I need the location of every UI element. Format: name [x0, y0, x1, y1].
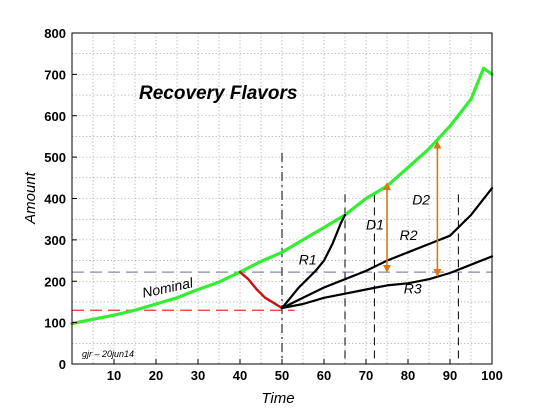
y-tick-label: 400	[44, 192, 66, 207]
credit-text: gjr – 20jun14	[82, 349, 134, 359]
y-axis-title: Amount	[22, 171, 39, 225]
y-tick-label: 200	[44, 274, 66, 289]
series-line-nominal	[70, 66, 494, 326]
y-tick-label: 300	[44, 233, 66, 248]
x-tick-label: 50	[275, 368, 289, 383]
x-tick-label: 20	[149, 368, 163, 383]
x-tick-label: 70	[359, 368, 373, 383]
x-tick-label: 100	[481, 368, 503, 383]
y-tick-label: 500	[44, 150, 66, 165]
x-tick-label: 10	[107, 368, 121, 383]
x-tick-label: 80	[401, 368, 415, 383]
x-axis-title: Time	[261, 390, 294, 407]
annotation-r2: R2	[400, 227, 418, 243]
y-tick-label: 0	[59, 357, 66, 372]
x-tick-label: 60	[317, 368, 331, 383]
y-tick-label: 600	[44, 109, 66, 124]
x-tick-label: 90	[443, 368, 457, 383]
annotation-d2: D2	[412, 192, 430, 208]
annotation-d1: D1	[366, 217, 384, 233]
y-tick-label: 700	[44, 67, 66, 82]
x-tick-label: 40	[233, 368, 247, 383]
series-line-r1	[280, 213, 347, 310]
series-line-decline	[238, 270, 284, 310]
annotation-r3: R3	[404, 281, 422, 297]
series-line-r3	[280, 255, 494, 310]
chart-title: Recovery Flavors	[139, 83, 297, 104]
y-tick-label: 100	[44, 316, 66, 331]
x-tick-label: 30	[191, 368, 205, 383]
y-tick-label: 800	[44, 26, 66, 41]
annotation-r1: R1	[299, 252, 317, 268]
